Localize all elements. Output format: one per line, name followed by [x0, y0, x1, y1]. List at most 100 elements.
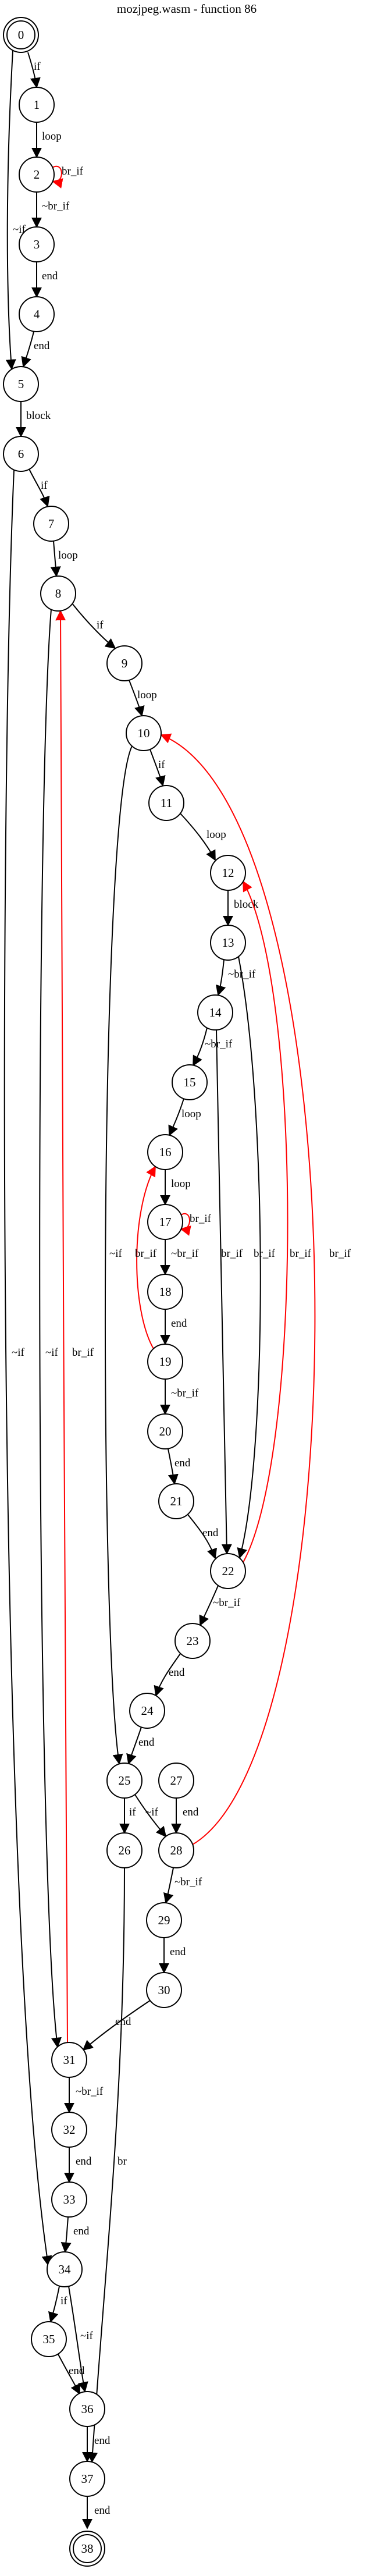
edge-label: loop: [181, 1108, 201, 1120]
node-circle: [147, 1344, 183, 1380]
node-circle: [174, 1623, 211, 1659]
edge-13-22: br_if: [237, 956, 276, 1559]
edge-line: [29, 468, 50, 507]
edge-label: ~if: [12, 1346, 25, 1359]
edge-label: ~br_if: [174, 1876, 202, 1888]
edge-label: end: [76, 2155, 92, 2168]
node-circle: [197, 994, 233, 1031]
edge-line: [199, 1585, 219, 1626]
node-label: 2: [34, 168, 40, 182]
node-circle: [158, 1763, 194, 1799]
edge-line: [129, 680, 145, 717]
edge-14-22: br_if: [216, 1029, 243, 1555]
node-label: 17: [159, 1215, 172, 1229]
edge-25-26: if: [119, 1798, 136, 1834]
node-label: 30: [158, 1983, 170, 1997]
node-38: 38: [69, 2531, 105, 2567]
edge-label: br_if: [135, 1248, 157, 1260]
edge-17-18: ~br_if: [160, 1239, 199, 1275]
edge-label: end: [34, 340, 50, 352]
edge-line: [216, 959, 226, 996]
node-20: 20: [147, 1413, 183, 1449]
edge-22-23: ~br_if: [199, 1585, 241, 1626]
node-label: 22: [222, 1564, 234, 1578]
node-label: 36: [81, 2402, 94, 2416]
node-label: 1: [34, 98, 40, 112]
edge-33-34: end: [60, 2216, 90, 2253]
edge-label: ~if: [80, 2330, 94, 2342]
edge-line: [82, 2000, 151, 2051]
node-label: 9: [122, 656, 128, 670]
edge-label: ~br_if: [171, 1387, 199, 1399]
edge-line: [68, 2286, 88, 2393]
edge-label: end: [115, 2016, 131, 2028]
edge-label: br: [117, 2155, 127, 2168]
node-6: 6: [3, 436, 39, 472]
node-circle: [210, 1553, 246, 1589]
edge-line: [237, 956, 261, 1559]
node-circle: [147, 1413, 183, 1449]
node-circle: [148, 785, 184, 821]
edge-line: [154, 1653, 181, 1697]
edge-line: [60, 2216, 72, 2253]
edge-label: end: [170, 1946, 186, 1958]
node-label: 6: [18, 447, 24, 461]
node-circle: [51, 2042, 87, 2078]
node-label: 10: [138, 726, 150, 740]
edge-line: [5, 50, 16, 370]
edge-label: ~if: [13, 223, 26, 236]
node-label: 23: [187, 1634, 199, 1648]
edge-label: block: [26, 410, 51, 422]
node-circle: [147, 1204, 183, 1240]
node-18: 18: [147, 1274, 183, 1310]
edge-line: [105, 745, 133, 1765]
node-circle: [210, 855, 246, 891]
edge-label: end: [94, 2435, 111, 2447]
edge-20-21: end: [168, 1448, 191, 1485]
node-label: 11: [161, 796, 172, 810]
node-23: 23: [174, 1623, 211, 1659]
node-circle: [51, 2112, 87, 2148]
edge-label: ~if: [45, 1346, 59, 1359]
node-32: 32: [51, 2112, 87, 2148]
node-label: 12: [222, 866, 234, 880]
edge-37-38: end: [82, 2496, 111, 2529]
node-label: 24: [141, 1704, 154, 1718]
node-circle: [69, 2391, 105, 2427]
edge-1-2: loop: [31, 122, 62, 158]
node-37: 37: [69, 2461, 105, 2497]
edge-label: end: [183, 1806, 199, 1818]
edge-label: ~br_if: [213, 1597, 241, 1609]
edge-line: [87, 1867, 125, 2463]
node-label: 34: [59, 2262, 72, 2276]
edge-label: br_if: [290, 1248, 312, 1260]
node-circle: [147, 1274, 183, 1310]
node-2: 2: [19, 157, 55, 193]
edge-23-24: end: [154, 1653, 185, 1697]
edge-label: loop: [137, 689, 157, 701]
edge-line: [136, 1166, 156, 1349]
node-label: 29: [158, 1913, 170, 1927]
node-label: 31: [63, 2053, 76, 2067]
edge-label: br_if: [190, 1213, 212, 1225]
node-29: 29: [146, 1902, 182, 1938]
edge-21-22: end: [187, 1514, 219, 1559]
edge-30-31: end: [82, 2000, 151, 2051]
edge-18-19: end: [160, 1309, 187, 1345]
node-15: 15: [172, 1064, 208, 1100]
node-circle: [3, 366, 39, 402]
edge-label: ~br_if: [42, 200, 70, 212]
edge-8-9: if: [72, 603, 116, 649]
edge-28-29: ~br_if: [163, 1867, 202, 1904]
edge-label: loop: [206, 829, 226, 841]
edge-label: br_if: [72, 1346, 94, 1359]
edge-27-28: end: [171, 1798, 199, 1834]
edge-line: [168, 1448, 179, 1485]
node-label: 33: [63, 2193, 76, 2207]
node-33: 33: [51, 2181, 87, 2218]
edge-label: end: [169, 1667, 185, 1679]
node-7: 7: [33, 506, 69, 542]
node-circle: [106, 1832, 143, 1868]
node-inner-ring: [6, 20, 35, 49]
edge-line: [187, 1514, 218, 1559]
